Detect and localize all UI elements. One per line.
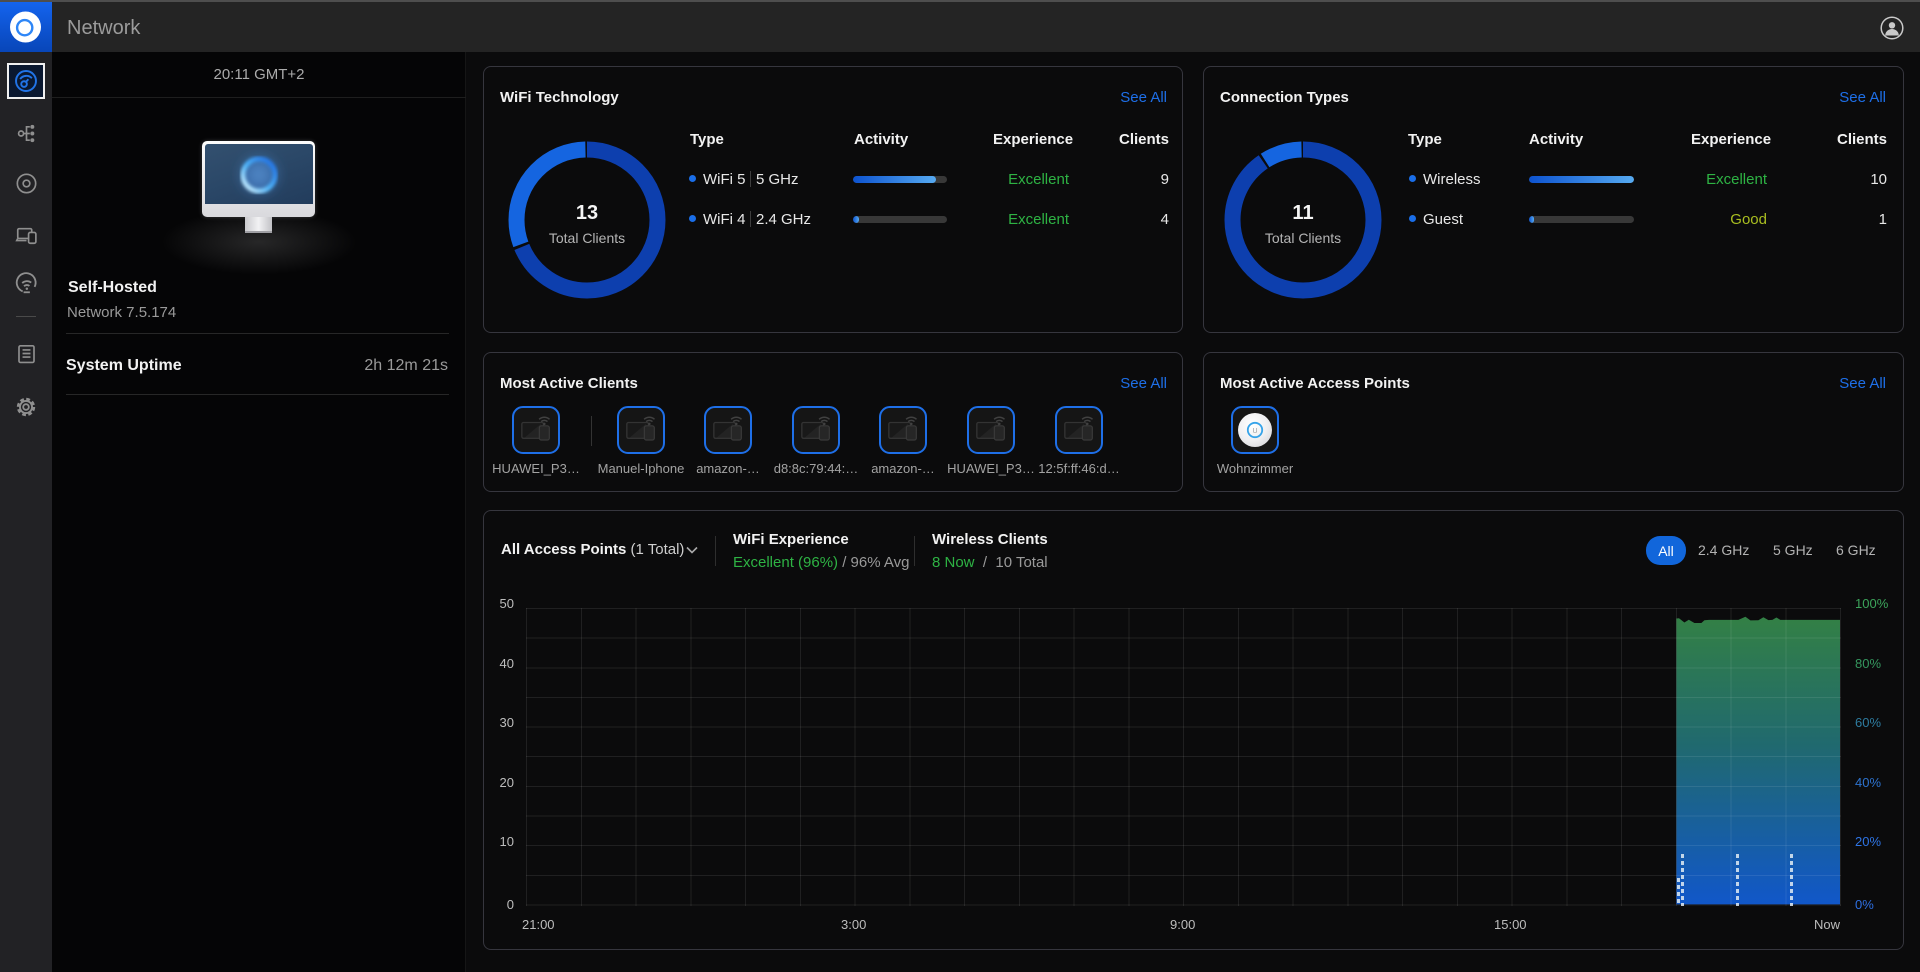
svg-text:U: U (1252, 428, 1257, 435)
